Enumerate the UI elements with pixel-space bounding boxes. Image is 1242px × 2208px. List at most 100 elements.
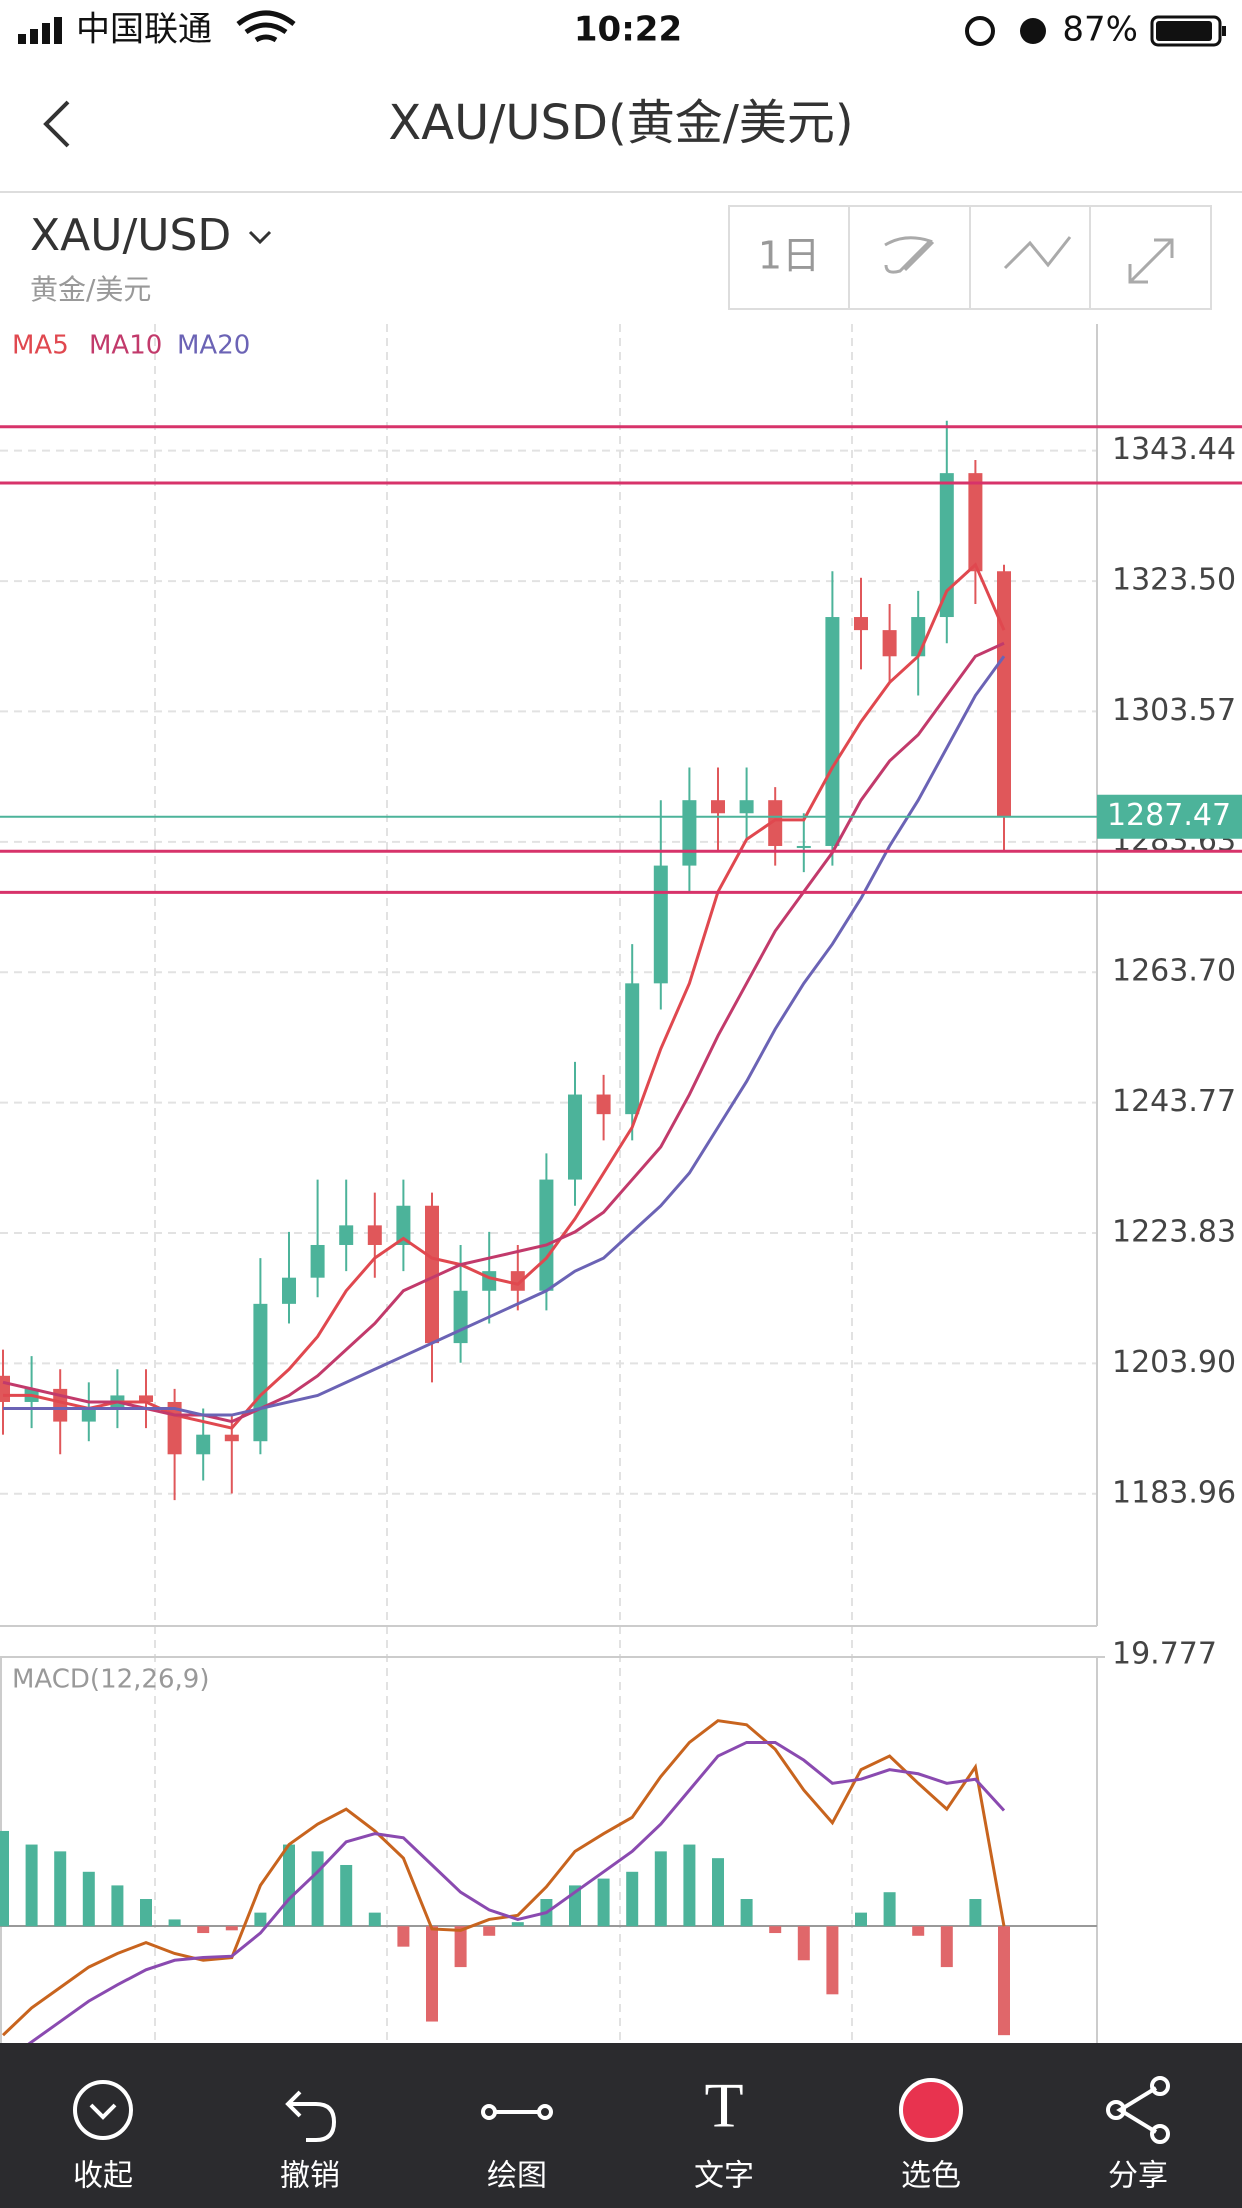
macd-bar — [969, 1899, 982, 1927]
macd-bar — [426, 1926, 438, 2022]
candle-body — [796, 845, 811, 848]
macd-bar — [940, 1926, 953, 1968]
y-tick-label: 1183.96 — [1112, 1475, 1236, 1510]
macd-bar — [797, 1926, 810, 1961]
indicator-button[interactable] — [1003, 236, 1072, 270]
y-tick-label: 1343.44 — [1112, 432, 1236, 467]
macd-bar — [483, 1926, 496, 1936]
grid — [0, 324, 1097, 2043]
candle-body — [81, 1408, 96, 1422]
macd-title: MACD(12,26,9) — [12, 1665, 209, 1695]
macd-bar — [912, 1926, 925, 1936]
lock-icon — [965, 16, 995, 46]
line-series — [1, 1719, 1006, 2037]
macd-bar — [140, 1899, 152, 1927]
macd-plot — [0, 1719, 1010, 2043]
macd-bar — [454, 1926, 467, 1968]
macd-bar — [511, 1922, 524, 1927]
back-button[interactable] — [43, 100, 70, 148]
toolbar-button[interactable]: 文字 — [694, 2159, 754, 2194]
macd-bar — [397, 1926, 410, 1947]
draw-tool-button[interactable] — [884, 236, 935, 274]
line-series — [3, 562, 1006, 1430]
macd-bar — [740, 1899, 753, 1927]
candle-body — [768, 800, 783, 846]
candle-body — [968, 473, 983, 572]
candle-body — [739, 800, 754, 814]
macd-bar — [998, 1926, 1010, 2036]
alarm-icon — [1020, 18, 1046, 44]
toolbar-button[interactable]: 绘图 — [487, 2159, 547, 2194]
macd-bar — [654, 1851, 667, 1927]
period-button[interactable]: 1日 — [758, 234, 820, 278]
macd-bar — [683, 1844, 696, 1927]
toolbar-button[interactable]: 分享 — [1108, 2159, 1168, 2194]
y-tick-label: 1263.70 — [1112, 954, 1236, 989]
carrier: 中国联通 — [76, 10, 212, 50]
color-icon — [899, 2078, 963, 2142]
toolbar: T 收起 撤销 绘图 文字 选色 分享 — [0, 2043, 1242, 2208]
y-tick-label: 1223.83 — [1112, 1215, 1236, 1250]
candle-body — [396, 1205, 411, 1245]
macd-bar — [855, 1912, 867, 1927]
candle-body — [0, 1375, 10, 1402]
symbol-caret[interactable] — [248, 230, 272, 245]
last-price-label: 1287.47 — [1107, 798, 1231, 833]
candle-body — [425, 1205, 439, 1344]
macd-bar — [225, 1926, 238, 1931]
candle-body — [139, 1395, 153, 1402]
macd-bar — [340, 1864, 353, 1927]
y-tick-label: 1243.77 — [1112, 1084, 1236, 1119]
candle-body — [711, 800, 725, 814]
battery-icon — [1150, 15, 1226, 47]
macd-bar — [597, 1878, 610, 1927]
macd-bar — [54, 1851, 67, 1927]
macd-bar — [82, 1871, 95, 1927]
candle-body — [568, 1094, 582, 1180]
candle-body — [596, 1094, 611, 1115]
y-tick-label: 19.777 — [1112, 1637, 1217, 1672]
candle-body — [453, 1290, 468, 1344]
candle-body — [367, 1225, 382, 1245]
macd-bar — [368, 1912, 381, 1927]
candle-body — [882, 630, 897, 657]
last-price-tag — [1097, 794, 1242, 839]
macd-bar — [197, 1926, 210, 1934]
candle-body — [510, 1271, 525, 1291]
overlay: 1183.961203.901223.831243.771263.701283.… — [0, 331, 1242, 1672]
y-tick-label: 1303.57 — [1112, 693, 1236, 728]
macd-bar — [626, 1871, 639, 1927]
legend-entry: MA5 — [12, 331, 69, 361]
price-plot — [0, 420, 1011, 1501]
candle-body — [825, 617, 840, 846]
candle-body — [253, 1303, 268, 1442]
symbol-code[interactable]: XAU/USD — [30, 210, 231, 261]
tool-buttons — [728, 205, 1212, 310]
signal-icon — [18, 17, 62, 44]
macd-bar — [712, 1858, 724, 1927]
toolbar-button[interactable]: 收起 — [73, 2159, 133, 2194]
candle-body — [310, 1244, 325, 1278]
toolbar-icons — [73, 2076, 1170, 2144]
candle-body — [682, 800, 697, 866]
macd-bar — [769, 1926, 782, 1934]
candle-body — [625, 983, 640, 1115]
legend-entry: MA10 — [89, 331, 162, 361]
macd-bar — [111, 1885, 124, 1927]
toolbar-button[interactable]: 撤销 — [280, 2159, 340, 2194]
candle-body — [282, 1277, 296, 1304]
macd-bar — [168, 1919, 181, 1927]
toolbar-button[interactable]: 选色 — [901, 2159, 961, 2194]
nav-title: XAU/USD(黄金/美元) — [388, 95, 853, 151]
candle-body — [939, 473, 954, 618]
candle-body — [911, 617, 926, 657]
macd-bar — [254, 1912, 267, 1927]
symbol-name: 黄金/美元 — [30, 273, 151, 306]
candle-body — [224, 1434, 239, 1442]
wifi-icon — [236, 10, 296, 43]
candle-body — [196, 1434, 211, 1455]
fullscreen-button[interactable] — [1128, 238, 1174, 284]
macd-bar — [883, 1892, 896, 1927]
